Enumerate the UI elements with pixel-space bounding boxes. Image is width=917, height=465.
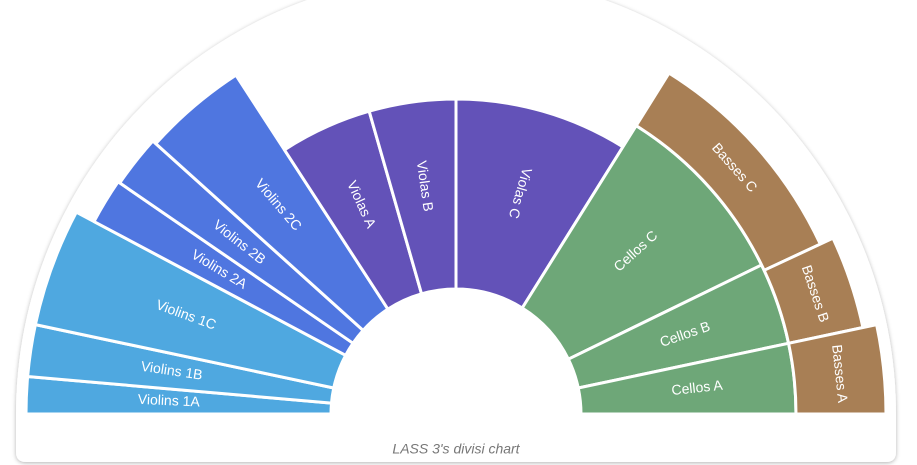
segment <box>92 180 355 357</box>
segment <box>33 210 348 390</box>
caption: LASS 3's divisi chart <box>392 441 520 457</box>
segment <box>787 323 888 416</box>
segment <box>454 97 625 310</box>
segment <box>282 109 424 311</box>
segment-label: Violins 1A <box>138 391 201 410</box>
segment-label: Basses A <box>829 344 851 404</box>
segment-label: Violas B <box>414 160 437 213</box>
segment-label: Cellos A <box>671 377 724 398</box>
segment <box>154 73 390 332</box>
segment <box>118 139 365 345</box>
